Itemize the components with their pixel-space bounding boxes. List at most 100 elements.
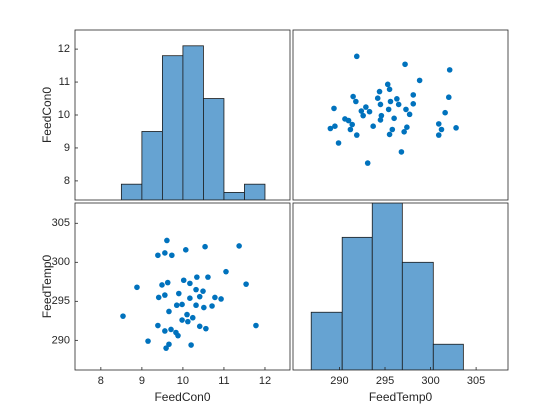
x-tick-label: 8 [98,375,104,387]
point [446,67,453,73]
point [358,108,365,114]
point [134,284,140,291]
point [453,125,459,131]
point [395,101,402,108]
point [193,286,199,293]
y-tick-label: 8 [64,175,70,187]
point [182,247,189,253]
y-tick-label: 305 [52,217,70,229]
point [253,322,259,329]
point [386,86,393,93]
point [353,132,360,138]
bar [244,183,266,200]
point [353,98,359,105]
point [145,338,151,344]
point [402,61,408,68]
point [209,303,215,309]
point [168,326,174,333]
point [185,318,191,325]
point [350,93,356,100]
bar [120,183,143,200]
point [155,252,161,259]
point [188,342,194,348]
y-tick-label: 11 [59,76,70,88]
point [166,308,172,315]
plot-area [120,237,259,351]
point [189,314,196,321]
point [345,117,352,124]
point [155,322,161,329]
point [378,112,385,119]
bar [401,261,434,370]
point [164,279,171,286]
point [370,123,376,130]
point [389,126,396,133]
point [205,274,211,280]
bar [141,131,163,200]
point [347,126,354,133]
point [385,106,392,113]
x-tick-label: 9 [139,375,145,387]
point [180,277,187,284]
x-axis-label: FeedTemp0 [369,390,433,404]
point [374,95,381,101]
x-tick-label: 11 [218,375,229,387]
bar [182,45,204,200]
point [162,328,168,334]
point [173,329,179,336]
y-axis-label: FeedTemp0 [40,254,54,318]
point [187,295,193,302]
point [435,132,442,138]
axes-box [292,202,509,371]
x-tick-label: 290 [330,375,348,387]
y-tick-label: 9 [64,142,70,154]
point [200,288,206,294]
point [410,92,417,98]
axes-box [292,29,509,201]
point [194,274,200,280]
y-tick-label: 12 [58,43,70,55]
y-tick-label: 10 [58,109,70,121]
y-tick-label: 290 [52,334,70,346]
point [164,237,170,244]
point [202,243,208,250]
y-tick-label: 295 [52,295,70,307]
bar [223,192,245,200]
point [179,301,185,308]
point [384,81,391,88]
point [364,160,371,166]
point [155,294,162,301]
point [386,131,393,138]
point [203,325,209,332]
point [376,88,383,95]
point [438,126,445,133]
point [335,140,342,146]
point [218,296,224,302]
point [120,313,126,319]
point [353,53,360,60]
point [166,341,172,348]
point [327,125,334,132]
point [445,94,452,101]
bar [432,343,464,370]
point [366,108,373,115]
point [196,293,203,300]
point [162,292,168,298]
point [212,294,218,301]
point [349,121,356,128]
point [435,121,442,127]
point [179,317,185,323]
point [377,117,384,123]
point [403,106,409,113]
bar [310,311,343,370]
bar [203,98,225,200]
point [201,304,207,311]
point [377,101,384,108]
point [404,124,410,130]
plot-area [120,45,266,200]
x-tick-label: 295 [376,375,394,387]
point [163,345,169,351]
point [159,282,165,288]
